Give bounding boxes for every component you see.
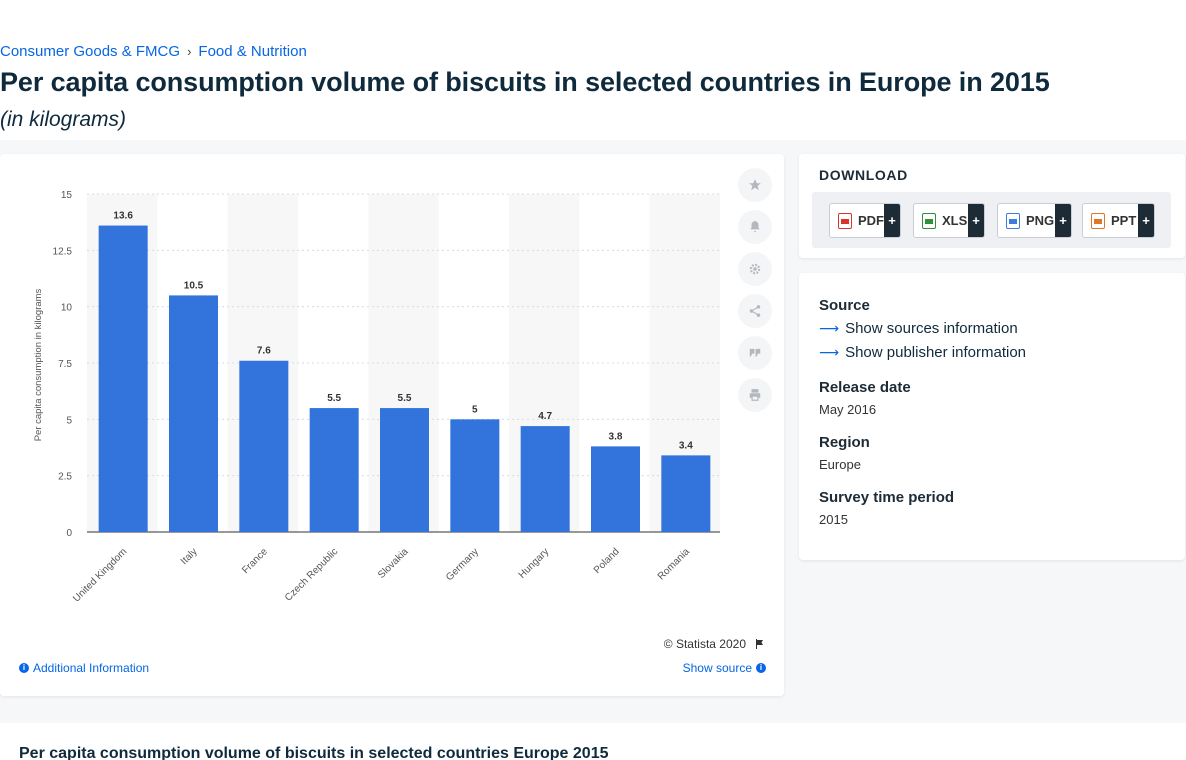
- download-ppt-label: PPT: [1111, 213, 1137, 228]
- png-file-icon: [1006, 212, 1020, 229]
- x-tick-label: Czech Republic: [283, 546, 340, 603]
- survey-period-label: Survey time period: [819, 489, 955, 506]
- quote-icon[interactable]: [738, 336, 772, 370]
- data-label: 3.8: [609, 431, 623, 442]
- print-icon[interactable]: [738, 378, 772, 412]
- x-tick-label: France: [240, 546, 270, 576]
- breadcrumb-link-food-nutrition[interactable]: Food & Nutrition: [198, 43, 307, 60]
- y-tick-label: 5: [66, 415, 72, 426]
- description-card: Per capita consumption volume of biscuit…: [0, 723, 1186, 760]
- region-value: Europe: [819, 457, 861, 472]
- arrow-right-icon: ⟶: [819, 320, 840, 336]
- bar: [450, 419, 500, 532]
- chart-toolbar: [738, 168, 772, 420]
- y-tick-label: 7.5: [58, 359, 72, 370]
- x-tick-label: United Kingdom: [71, 546, 129, 604]
- bar: [380, 408, 429, 532]
- release-date-value: May 2016: [819, 402, 877, 417]
- source-label: Source: [819, 297, 870, 314]
- y-tick-label: 0: [66, 528, 72, 539]
- breadcrumb-link-consumer-goods[interactable]: Consumer Goods & FMCG: [0, 43, 181, 60]
- survey-period-value: 2015: [819, 512, 848, 527]
- download-png-button[interactable]: PNG +: [997, 203, 1072, 238]
- xls-file-icon: [922, 212, 936, 229]
- download-pdf-label: PDF: [858, 213, 884, 228]
- show-sources-label: Show sources information: [845, 320, 1018, 337]
- plus-icon: +: [1055, 204, 1071, 237]
- download-ppt-button[interactable]: PPT +: [1082, 203, 1155, 238]
- bar: [591, 446, 640, 532]
- data-label: 10.5: [184, 280, 204, 291]
- bar: [309, 408, 359, 532]
- x-tick-label: Italy: [179, 546, 200, 567]
- star-icon[interactable]: [738, 168, 772, 202]
- arrow-right-icon: ⟶: [819, 344, 840, 360]
- statistic-info-card: Source ⟶ Show sources information ⟶ Show…: [799, 273, 1185, 560]
- show-source-link[interactable]: Show source i: [683, 661, 766, 675]
- download-card: DOWNLOAD PDF + XLS + PNG + PPT +: [799, 154, 1185, 258]
- additional-information-link[interactable]: i Additional Information: [19, 661, 149, 675]
- bar: [661, 455, 711, 532]
- info-icon: i: [19, 663, 29, 673]
- plus-icon: +: [968, 204, 984, 237]
- show-source-label: Show source: [682, 661, 752, 675]
- download-title: DOWNLOAD: [819, 167, 908, 183]
- x-tick-label: Romania: [656, 546, 692, 582]
- chart-copyright: © Statista 2020: [664, 637, 766, 651]
- data-label: 5: [472, 404, 478, 415]
- bar: [239, 360, 289, 532]
- bar-chart: 0 2.5 5 7.5 10 12.5 15 Per capita consumption i…: [33, 190, 720, 604]
- x-tick-label: Slovakia: [376, 546, 411, 581]
- release-date-label: Release date: [819, 379, 911, 396]
- breadcrumb: Consumer Goods & FMCG › Food & Nutrition: [0, 43, 307, 60]
- data-label: 7.6: [257, 346, 271, 357]
- y-axis-label: Per capita consumption in kilograms: [33, 288, 44, 441]
- y-tick-label: 15: [61, 190, 73, 201]
- x-tick-label: Hungary: [517, 546, 552, 581]
- show-publisher-label: Show publisher information: [845, 344, 1027, 361]
- x-tick-label: Poland: [592, 546, 622, 576]
- download-buttons: PDF + XLS + PNG + PPT +: [812, 192, 1171, 248]
- data-label: 5.5: [398, 393, 412, 404]
- download-png-label: PNG: [1026, 213, 1055, 228]
- page-title: Per capita consumption volume of biscuit…: [0, 67, 1050, 97]
- bar: [520, 426, 570, 532]
- download-pdf-button[interactable]: PDF +: [829, 203, 901, 238]
- data-label: 13.6: [113, 211, 133, 222]
- data-label: 3.4: [679, 440, 693, 451]
- bell-icon[interactable]: [738, 210, 772, 244]
- page-subtitle: (in kilograms): [0, 108, 127, 131]
- y-tick-label: 2.5: [58, 472, 72, 483]
- pdf-file-icon: [838, 212, 852, 229]
- data-label: 5.5: [327, 393, 341, 404]
- ppt-file-icon: [1091, 212, 1105, 229]
- data-label: 4.7: [538, 411, 552, 422]
- show-publisher-link[interactable]: ⟶ Show publisher information: [819, 344, 1026, 361]
- copyright-text: © Statista 2020: [663, 637, 746, 651]
- download-xls-label: XLS: [942, 213, 968, 228]
- share-icon[interactable]: [738, 294, 772, 328]
- breadcrumb-separator: ›: [187, 44, 192, 59]
- bar: [98, 225, 148, 532]
- bar: [169, 295, 218, 532]
- x-tick-label: Germany: [444, 546, 481, 583]
- description-title: Per capita consumption volume of biscuit…: [19, 745, 609, 760]
- y-tick-label: 10: [61, 303, 73, 314]
- info-icon: i: [756, 663, 766, 673]
- y-tick-label: 12.5: [53, 246, 73, 257]
- download-xls-button[interactable]: XLS +: [913, 203, 985, 238]
- gear-icon[interactable]: [738, 252, 772, 286]
- plus-icon: +: [884, 204, 900, 237]
- additional-information-label: Additional Information: [33, 661, 150, 675]
- flag-icon[interactable]: [754, 638, 766, 650]
- show-sources-link[interactable]: ⟶ Show sources information: [819, 320, 1018, 337]
- region-label: Region: [819, 434, 870, 451]
- chart-card: 0 2.5 5 7.5 10 12.5 15 Per capita consumption i…: [0, 154, 784, 696]
- plus-icon: +: [1138, 204, 1154, 237]
- header-area: [0, 0, 1186, 140]
